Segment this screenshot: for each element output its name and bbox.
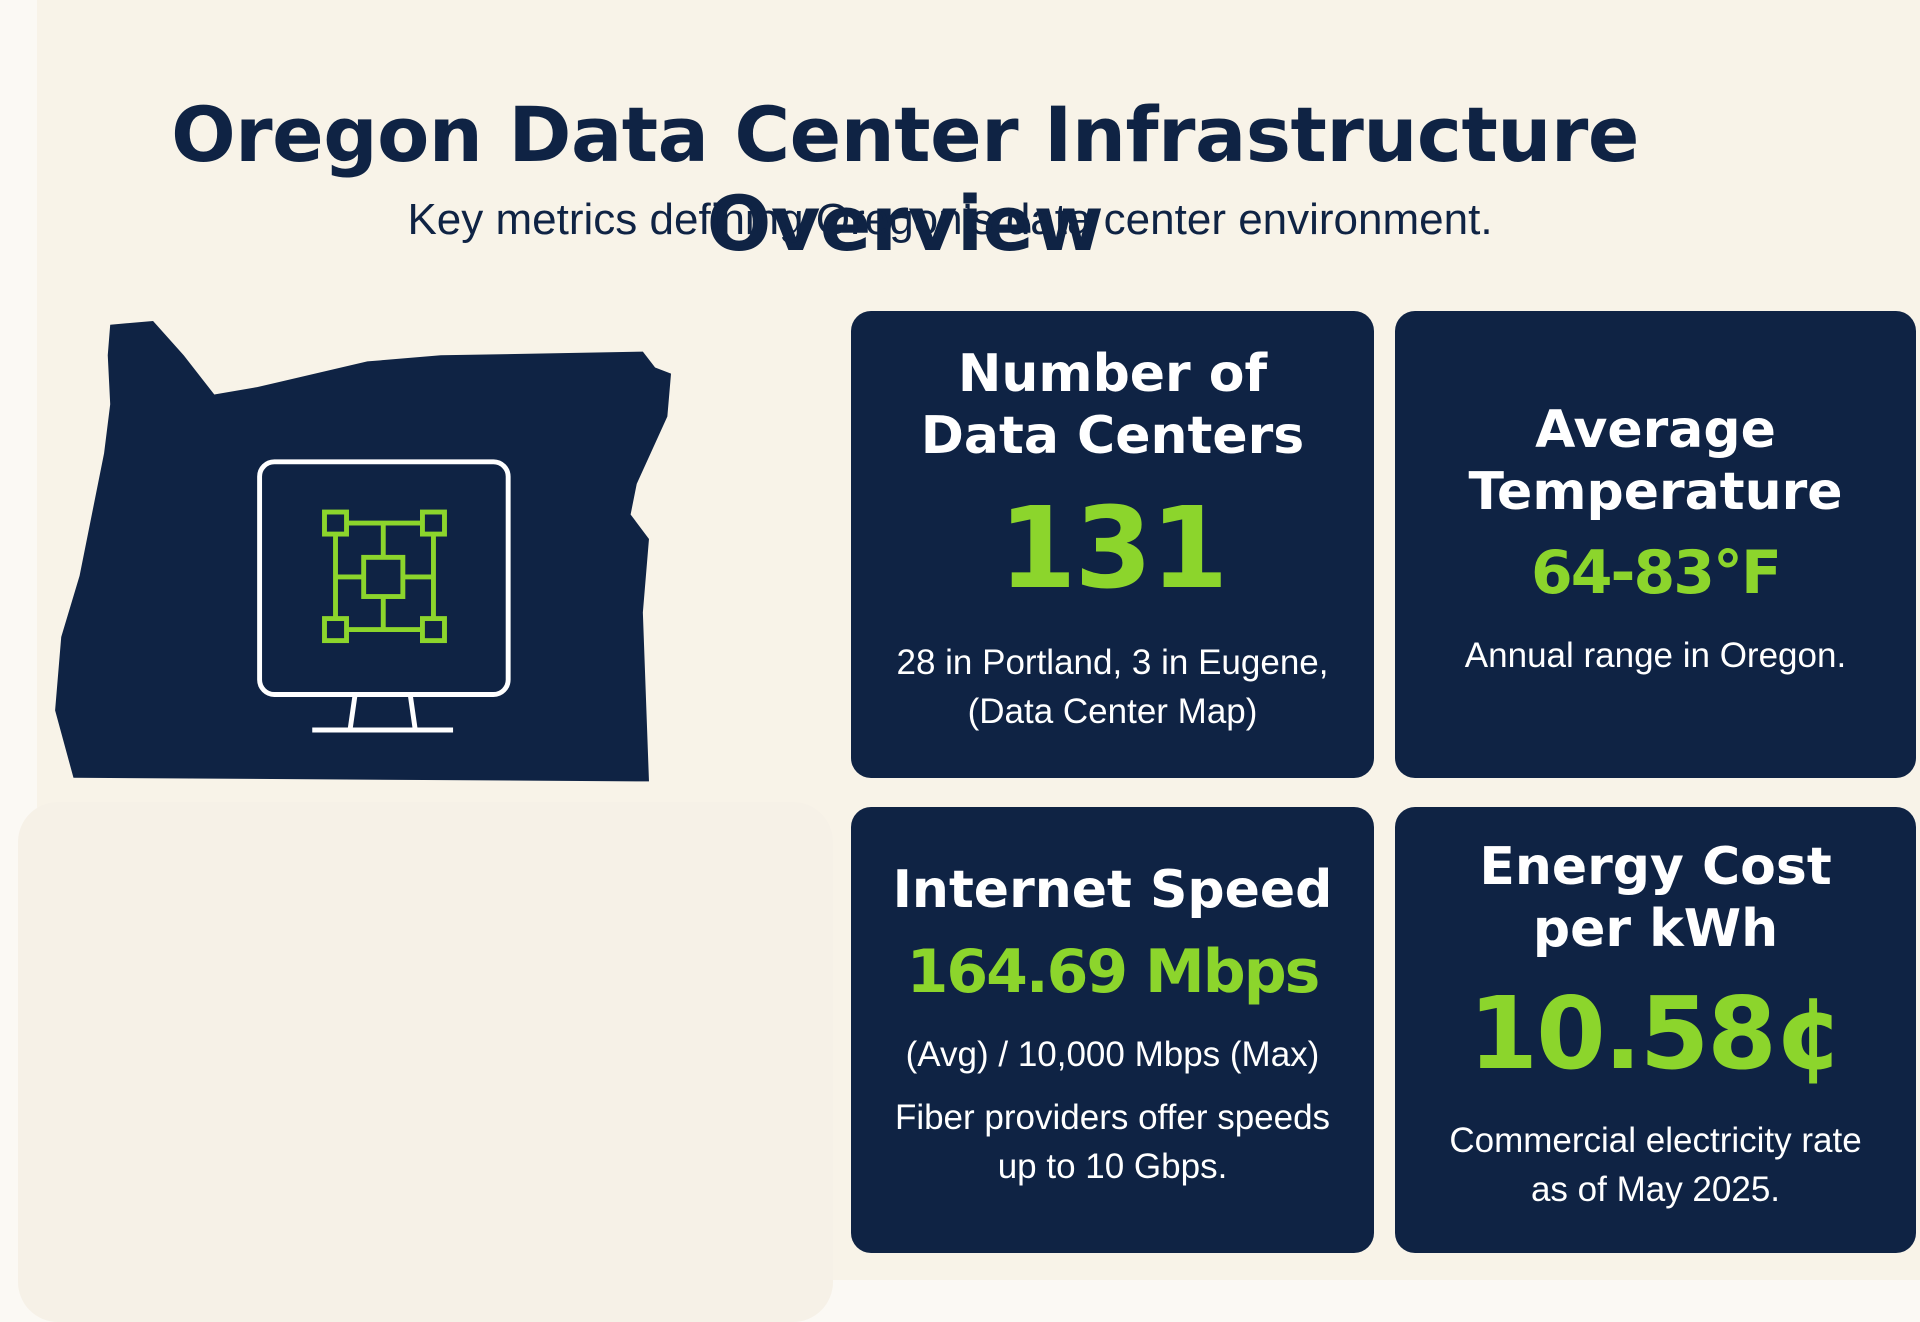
- stat-card: Number of Data Centers 131 28 in Portland,…: [851, 311, 1374, 778]
- oregon-map: [55, 321, 672, 782]
- card-note: Fiber providers offer speeds up to 10 Gb…: [894, 1097, 1331, 1186]
- card-value: 131: [998, 483, 1229, 614]
- stat-card: Internet Speed 164.69 Mbps (Avg) / 10,000 …: [851, 807, 1374, 1253]
- page: Oregon Data Center Infrastructure Overvi…: [18, 0, 1920, 1322]
- card-note: (Avg) / 10,000 Mbps (Max): [905, 1034, 1320, 1074]
- card-title: Internet Speed: [892, 860, 1333, 921]
- card-value: 164.69 Mbps: [906, 936, 1321, 1007]
- card-value: 10.58¢: [1468, 975, 1845, 1093]
- card-value: 64-83°F: [1531, 538, 1782, 609]
- card-title: Energy Cost per kWh: [1479, 836, 1832, 959]
- stat-card: Energy Cost per kWh 10.58¢ Commercial elec…: [1395, 807, 1916, 1253]
- card-title: Number of Data Centers: [920, 343, 1305, 467]
- page-title: Oregon Data Center Infrastructure Overvi…: [171, 90, 1639, 268]
- stat-card: Average Temperature 64-83°F Annual range i…: [1395, 311, 1916, 778]
- card-note: 28 in Portland, 3 in Eugene, (Data Cente…: [896, 643, 1329, 732]
- card-title: Average Temperature: [1468, 399, 1843, 522]
- page-subtitle: Key metrics defining Oregon’s data cente…: [407, 195, 1493, 244]
- panel: [18, 802, 833, 1322]
- card-note: Annual range in Oregon.: [1464, 636, 1847, 676]
- card-note: Commercial electricity rate as of May 20…: [1449, 1121, 1862, 1210]
